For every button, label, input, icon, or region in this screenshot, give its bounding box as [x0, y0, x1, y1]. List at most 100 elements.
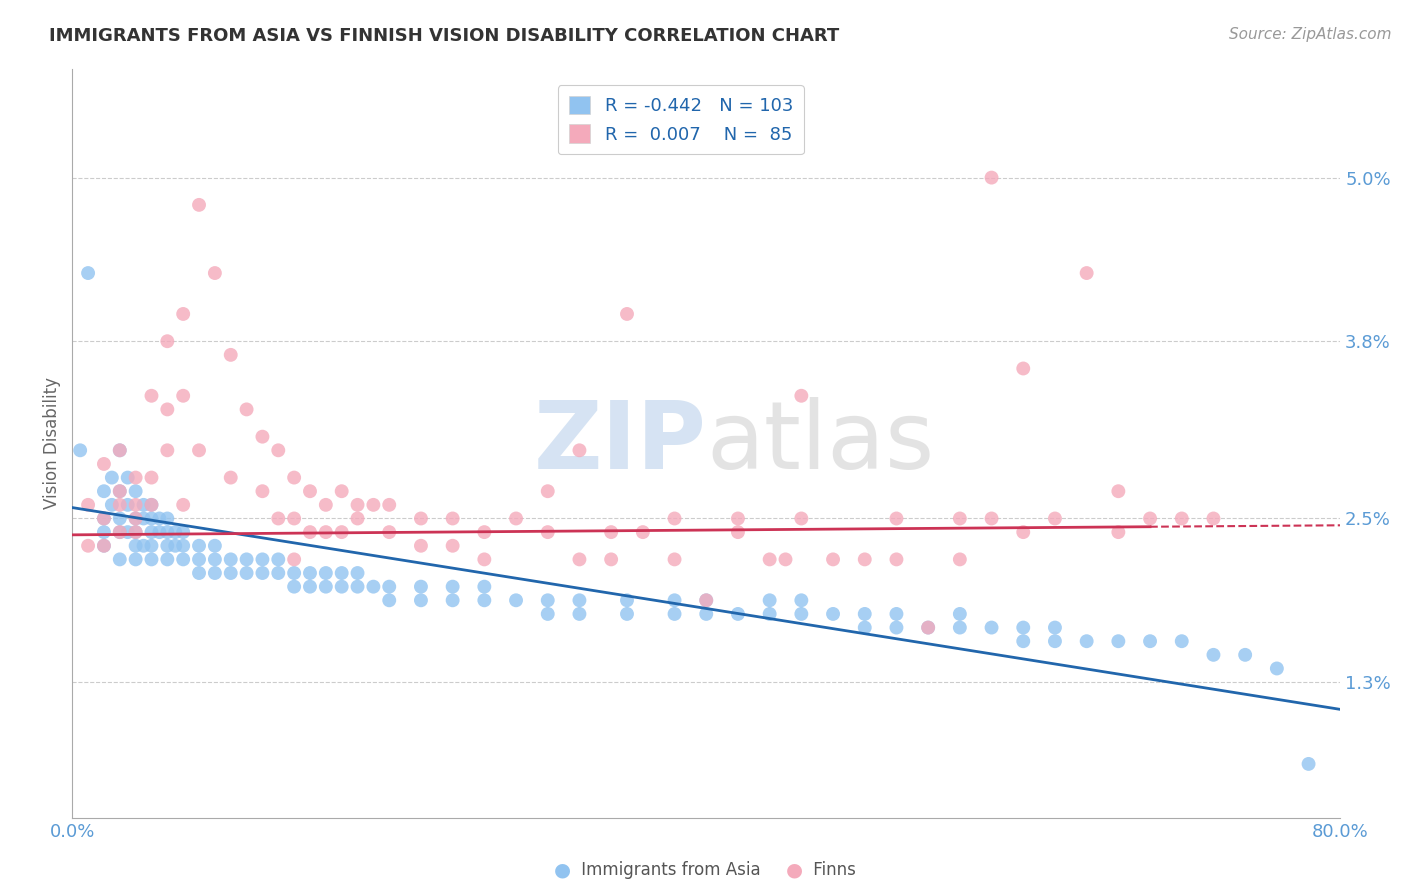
Point: [156, 402, 179, 417]
Point: [204, 266, 226, 280]
Point: [117, 525, 139, 540]
Point: [148, 511, 170, 525]
Point: [790, 511, 813, 525]
Point: [148, 525, 170, 540]
Point: [124, 539, 146, 553]
Point: [378, 593, 401, 607]
Text: Immigrants from Asia: Immigrants from Asia: [576, 861, 761, 879]
Legend: R = -0.442   N = 103, R =  0.007    N =  85: R = -0.442 N = 103, R = 0.007 N = 85: [558, 85, 804, 154]
Point: [93, 511, 115, 525]
Point: [695, 593, 717, 607]
Point: [409, 593, 432, 607]
Point: [441, 580, 464, 594]
Point: [141, 552, 163, 566]
Point: [409, 580, 432, 594]
Point: [219, 470, 242, 484]
Point: [315, 580, 337, 594]
Point: [108, 498, 131, 512]
Point: [1298, 756, 1320, 771]
Point: [156, 334, 179, 349]
Point: [108, 484, 131, 499]
Point: [315, 498, 337, 512]
Point: [1139, 634, 1161, 648]
Point: [664, 511, 686, 525]
Point: [568, 593, 591, 607]
Point: [141, 539, 163, 553]
Point: [378, 580, 401, 594]
Point: [330, 484, 353, 499]
Point: [108, 552, 131, 566]
Point: [600, 552, 623, 566]
Point: [917, 621, 939, 635]
Point: [165, 539, 187, 553]
Point: [472, 580, 495, 594]
Point: [172, 307, 194, 321]
Point: [1139, 511, 1161, 525]
Point: [219, 566, 242, 580]
Point: [917, 621, 939, 635]
Point: [727, 525, 749, 540]
Point: [886, 511, 908, 525]
Point: [156, 539, 179, 553]
Point: [315, 566, 337, 580]
Point: [1265, 661, 1288, 675]
Point: [101, 470, 124, 484]
Point: [537, 607, 560, 621]
Point: [69, 443, 91, 458]
Point: [77, 539, 100, 553]
Point: [156, 525, 179, 540]
Point: [93, 457, 115, 471]
Point: [204, 552, 226, 566]
Point: [141, 389, 163, 403]
Point: [298, 566, 321, 580]
Point: [141, 498, 163, 512]
Point: [853, 552, 876, 566]
Point: [108, 484, 131, 499]
Point: [156, 511, 179, 525]
Point: [315, 525, 337, 540]
Point: [141, 525, 163, 540]
Point: [980, 511, 1002, 525]
Point: [886, 607, 908, 621]
Point: [727, 511, 749, 525]
Point: [616, 607, 638, 621]
Text: Finns: Finns: [808, 861, 856, 879]
Point: [267, 566, 290, 580]
Point: [568, 607, 591, 621]
Point: [1202, 511, 1225, 525]
Point: [108, 511, 131, 525]
Point: [188, 566, 211, 580]
Point: [1043, 634, 1066, 648]
Point: [664, 552, 686, 566]
Point: [283, 580, 305, 594]
Point: [108, 525, 131, 540]
Point: [219, 348, 242, 362]
Point: [108, 525, 131, 540]
Point: [298, 580, 321, 594]
Point: [1076, 266, 1098, 280]
Point: [124, 484, 146, 499]
Point: [886, 621, 908, 635]
Point: [790, 593, 813, 607]
Point: [949, 607, 972, 621]
Point: [441, 511, 464, 525]
Point: [117, 498, 139, 512]
Text: Source: ZipAtlas.com: Source: ZipAtlas.com: [1229, 27, 1392, 42]
Point: [727, 607, 749, 621]
Point: [330, 566, 353, 580]
Point: [219, 552, 242, 566]
Point: [1171, 511, 1194, 525]
Point: [949, 552, 972, 566]
Point: [1043, 621, 1066, 635]
Point: [853, 607, 876, 621]
Point: [616, 307, 638, 321]
Point: [141, 498, 163, 512]
Point: [1107, 484, 1129, 499]
Point: [108, 443, 131, 458]
Point: [949, 511, 972, 525]
Point: [821, 607, 844, 621]
Point: [853, 621, 876, 635]
Point: [141, 470, 163, 484]
Point: [409, 511, 432, 525]
Point: [821, 552, 844, 566]
